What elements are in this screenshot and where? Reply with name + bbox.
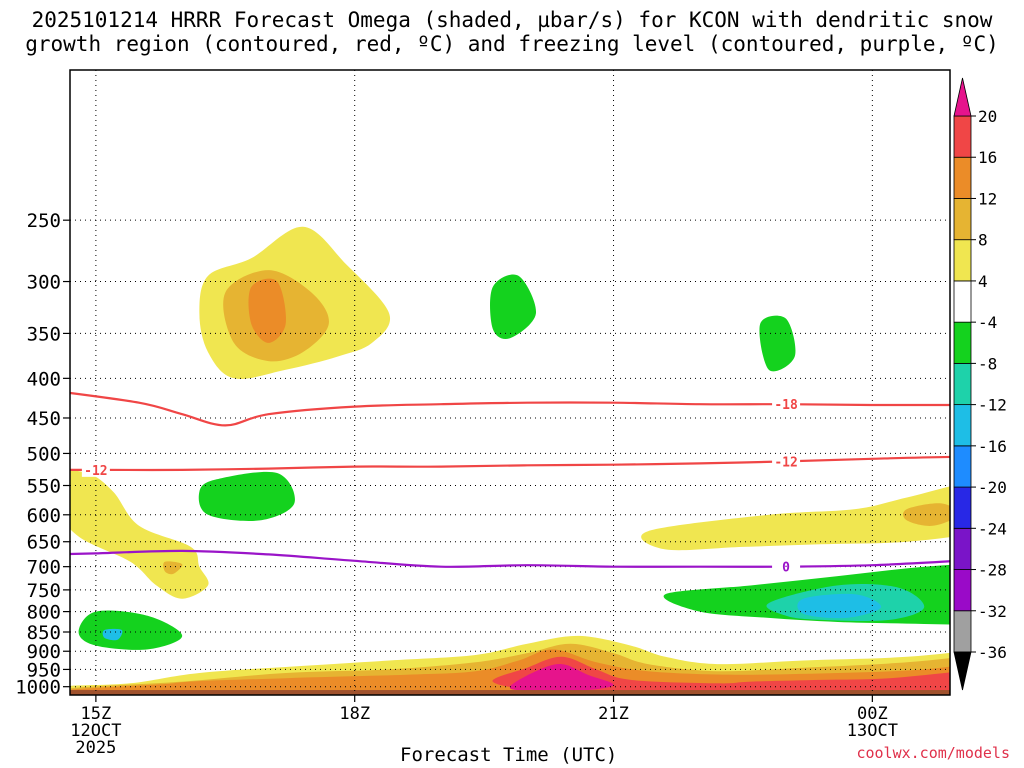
colorbar-label--24: -24 — [978, 519, 1007, 538]
colorbar-label-12: 12 — [978, 189, 997, 208]
omega-region-31 — [641, 486, 950, 551]
colorbar-label--36: -36 — [978, 643, 1007, 662]
colorbar-segment-4 — [953, 445, 972, 488]
y-tick-label-1000: 1000 — [15, 677, 61, 699]
contour-label-bg-dgz-bottom-0 — [81, 462, 110, 477]
y-tick-label-950: 950 — [27, 659, 61, 681]
colorbar-label--16: -16 — [978, 437, 1007, 456]
y-tick-label-650: 650 — [27, 532, 61, 554]
y-tick-label-900: 900 — [27, 641, 61, 663]
ground-strip — [70, 690, 950, 695]
contour-label-dgz-bottom-0: -12 — [84, 464, 107, 479]
omega-region-11 — [198, 471, 295, 522]
omega-region-13 — [759, 315, 796, 372]
colorbar: -36 -32 -28 -24 -20 -16 -12 -8 -4 4 8 12 16 20 — [953, 77, 1007, 691]
omega-region-36 — [903, 503, 950, 526]
colorbar-over-arrow — [953, 77, 972, 117]
omega-region-39 — [248, 278, 286, 343]
colorbar-label--28: -28 — [978, 561, 1007, 580]
plot-border — [69, 69, 951, 696]
contour-freezing-level — [70, 549, 950, 568]
contour-label-dgz-top-0: -18 — [774, 398, 798, 413]
y-tick-label-400: 400 — [27, 368, 61, 390]
contour-label-bg-freezing-level-0 — [772, 559, 801, 574]
x-tick-sublabel-15Z-1: 2025 — [75, 738, 116, 758]
y-tick-label-700: 700 — [27, 557, 61, 579]
colorbar-segment-2 — [953, 527, 972, 570]
colorbar-segment-8 — [953, 280, 972, 323]
omega-region-12 — [490, 274, 537, 339]
colorbar-label--12: -12 — [978, 396, 1007, 415]
contour-label-bg-dgz-top-0 — [772, 397, 801, 412]
x-tick-label-21Z: 21Z — [598, 704, 629, 724]
contour-label-bg-dgz-bottom-1 — [772, 454, 801, 469]
x-tick-label-15Z: 15Z — [81, 704, 112, 724]
omega-region-8 — [268, 541, 425, 627]
omega-region-37 — [163, 561, 183, 575]
x-axis: 15Z12OCT202518Z21Z00Z13OCT03Z06Z — [70, 695, 898, 758]
y-tick-label-350: 350 — [27, 323, 61, 345]
omega-region-16 — [78, 610, 183, 650]
y-tick-label-450: 450 — [27, 408, 61, 430]
colorbar-segment-6 — [953, 362, 972, 406]
y-tick-label-250: 250 — [27, 210, 61, 232]
omega-region-43 — [975, 664, 1024, 691]
y-axis: 2503003504004505005506006507007508008509… — [15, 210, 70, 699]
colorbar-segment-1 — [953, 569, 972, 612]
contour-dgz-bottom — [70, 455, 950, 472]
colorbar-segment-0 — [953, 610, 972, 653]
omega-region-1 — [345, 155, 632, 383]
x-tick-sublabel-00Z-0: 13OCT — [847, 721, 898, 741]
colorbar-label-16: 16 — [978, 148, 997, 167]
y-tick-label-550: 550 — [27, 476, 61, 498]
y-tick-label-800: 800 — [27, 602, 61, 624]
colorbar-label-8: 8 — [978, 231, 988, 250]
colorbar-segment-3 — [953, 486, 972, 529]
omega-region-2 — [663, 127, 874, 384]
colorbar-label-4: 4 — [978, 272, 988, 291]
colorbar-under-arrow — [953, 651, 972, 691]
x-axis-title: Forecast Time (UTC) — [400, 744, 618, 766]
x-tick-label-00Z: 00Z — [857, 704, 888, 724]
contour-label-freezing-level-0: 0 — [782, 561, 790, 576]
colorbar-segment-10 — [953, 198, 972, 241]
y-tick-label-500: 500 — [27, 443, 61, 465]
chart-title-line-1: 2025101214 HRRR Forecast Omega (shaded, … — [31, 8, 993, 32]
chart-title-line-2: growth region (contoured, red, ºC) and f… — [25, 32, 999, 56]
y-tick-label-850: 850 — [27, 622, 61, 644]
contour-label-dgz-bottom-1: -12 — [774, 455, 797, 470]
omega-shading — [70, 127, 1024, 695]
colorbar-segment-7 — [953, 321, 972, 364]
colorbar-label--4: -4 — [978, 313, 997, 332]
omega-region-42 — [509, 664, 614, 692]
colorbar-segment-9 — [953, 239, 972, 282]
y-tick-label-750: 750 — [27, 580, 61, 602]
contour-dgz-top — [70, 391, 950, 427]
credit-text: coolwx.com/models — [856, 744, 1010, 762]
omega-region-0 — [80, 197, 183, 321]
temperature-contours: -18-18-12-120 — [70, 391, 950, 576]
colorbar-label-20: 20 — [978, 107, 997, 126]
colorbar-label--32: -32 — [978, 602, 1007, 621]
x-tick-sublabel-15Z-0: 12OCT — [70, 721, 121, 741]
y-tick-label-300: 300 — [27, 272, 61, 294]
colorbar-label--20: -20 — [978, 478, 1007, 497]
colorbar-segment-11 — [953, 156, 972, 199]
colorbar-segment-5 — [953, 404, 972, 447]
colorbar-label--8: -8 — [978, 354, 997, 373]
omega-region-27 — [102, 628, 123, 641]
plot-frame — [69, 69, 951, 696]
colorbar-segment-12 — [953, 115, 972, 158]
y-tick-label-600: 600 — [27, 505, 61, 527]
grid-lines — [70, 70, 950, 695]
x-tick-label-18Z: 18Z — [339, 704, 370, 724]
